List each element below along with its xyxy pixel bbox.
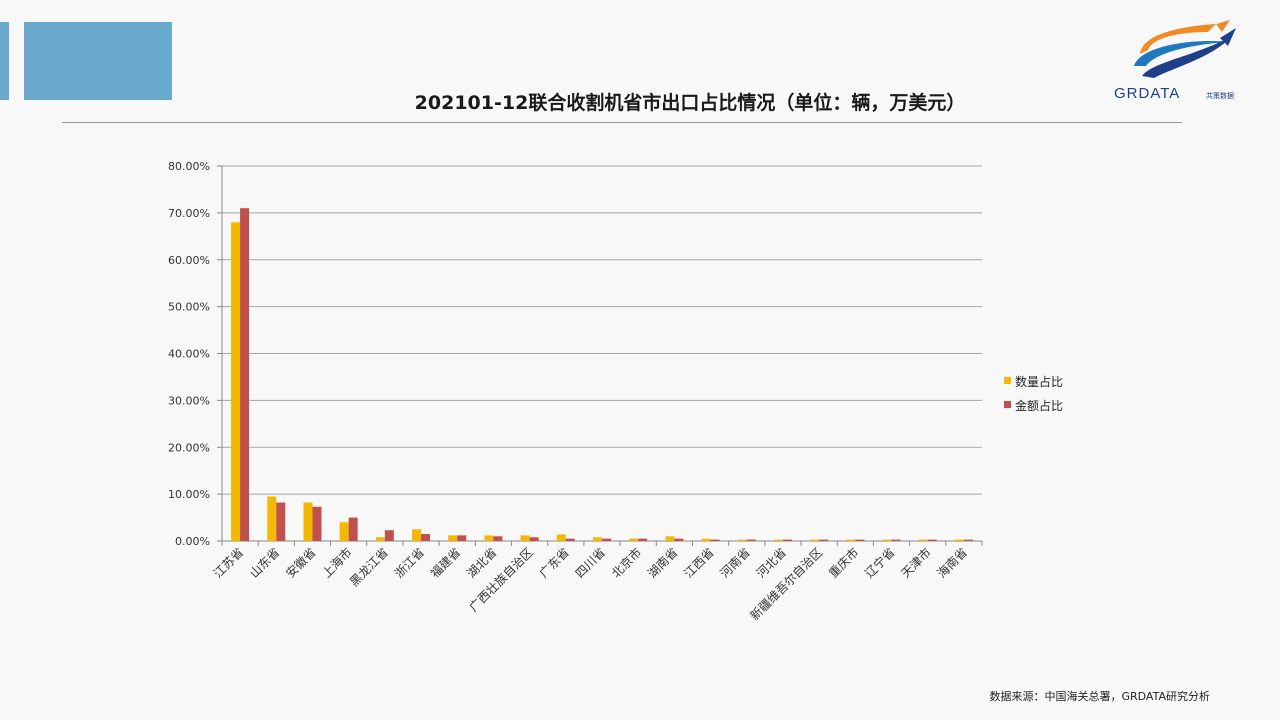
bar-quantity [737, 539, 747, 541]
arrow-swoosh-logo-icon [1134, 20, 1236, 78]
x-tick-label: 天津市 [898, 545, 934, 581]
y-tick-label: 80.00% [168, 160, 210, 173]
bar-amount [602, 538, 611, 541]
bar-amount [276, 502, 286, 541]
bar-amount [819, 539, 829, 541]
bar-quantity [593, 537, 602, 541]
bar-quantity [810, 539, 820, 541]
x-tick-label: 浙江省 [392, 545, 427, 580]
bar-quantity [484, 535, 494, 541]
x-tick-label: 上海市 [319, 545, 355, 581]
x-tick-label: 湖北省 [463, 545, 499, 581]
bar-quantity [665, 536, 675, 541]
x-tick-label: 北京市 [608, 545, 644, 581]
bar-quantity [954, 539, 964, 541]
x-tick-label: 辽宁省 [862, 545, 898, 581]
y-tick-label: 0.00% [175, 535, 210, 548]
bars-layer [231, 208, 973, 541]
bar-quantity [339, 522, 349, 541]
bar-amount [710, 539, 720, 541]
bar-amount [457, 535, 467, 541]
bar-amount [493, 536, 503, 541]
x-tick-label: 湖南省 [644, 545, 680, 581]
y-tick-label: 60.00% [168, 254, 210, 267]
x-tick-label: 安徽省 [283, 545, 319, 581]
bar-amount [638, 538, 648, 541]
x-tick-label: 福建省 [427, 545, 463, 581]
accent-bar-large [24, 22, 172, 100]
data-source-note: 数据来源：中国海关总署，GRDATA研究分析 [989, 690, 1210, 703]
bar-amount [421, 533, 431, 541]
y-tick-label: 50.00% [168, 301, 210, 314]
bar-amount [565, 538, 575, 541]
bar-quantity [773, 539, 783, 541]
bar-quantity [520, 535, 530, 541]
bar-amount [384, 530, 394, 541]
x-tick-label: 黑龙江省 [347, 545, 391, 589]
title-divider [62, 122, 1182, 123]
bar-amount [927, 539, 937, 541]
x-tick-label: 重庆市 [825, 545, 861, 581]
legend-swatch [1004, 401, 1011, 408]
x-tick-label: 河南省 [717, 545, 753, 581]
legend-label: 金额占比 [1015, 398, 1063, 413]
bar-amount [746, 539, 756, 541]
y-tick-label: 40.00% [168, 348, 210, 361]
bar-quantity [448, 535, 458, 541]
bar-amount [348, 517, 358, 541]
legend-label: 数量占比 [1015, 374, 1063, 389]
x-tick-label: 江苏省 [211, 545, 246, 580]
bar-amount [674, 538, 684, 541]
bar-quantity [556, 534, 566, 541]
y-tick-label: 20.00% [168, 441, 210, 454]
bar-amount [782, 539, 792, 541]
logo-subtext: 共策数据 [1206, 91, 1234, 100]
y-tick-label: 10.00% [168, 488, 210, 501]
bar-quantity [846, 539, 856, 541]
x-tick-label: 河北省 [754, 545, 789, 580]
x-tick-label: 广西壮族自治区 [466, 545, 535, 614]
bar-quantity [918, 539, 928, 541]
bar-quantity [629, 538, 639, 541]
x-tick-label: 山东省 [247, 545, 282, 580]
bar-quantity [267, 496, 277, 541]
bar-amount [312, 506, 322, 541]
x-tick-label: 江西省 [681, 545, 716, 580]
grdata-logo: GRDATA 共策数据 [1114, 20, 1236, 102]
y-tick-label: 70.00% [168, 207, 210, 220]
x-tick-label: 四川省 [573, 545, 608, 580]
logo-text: GRDATA [1114, 85, 1180, 102]
x-tick-label: 广东省 [537, 545, 572, 580]
accent-bar-small [0, 22, 9, 100]
x-tick-label: 海南省 [934, 545, 970, 581]
bar-amount [855, 539, 865, 541]
bar-quantity [701, 538, 711, 541]
bar-amount [891, 539, 901, 541]
y-tick-label: 30.00% [168, 394, 210, 407]
bar-quantity [231, 222, 241, 541]
legend-swatch [1004, 377, 1011, 384]
page-title: 202101-12联合收割机省市出口占比情况（单位：辆，万美元） [414, 92, 966, 114]
axis-layer: 0.00% 10.00% 20.00% 30.00% 40.00% 50.00% 60.00… [168, 160, 983, 623]
bar-amount [240, 208, 250, 541]
bar-amount [529, 537, 539, 541]
bar-quantity [882, 539, 892, 541]
grid-layer [222, 165, 982, 542]
bar-quantity [375, 537, 385, 541]
bar-amount [963, 539, 973, 541]
bar-quantity [303, 502, 313, 541]
bar-quantity [412, 529, 422, 541]
